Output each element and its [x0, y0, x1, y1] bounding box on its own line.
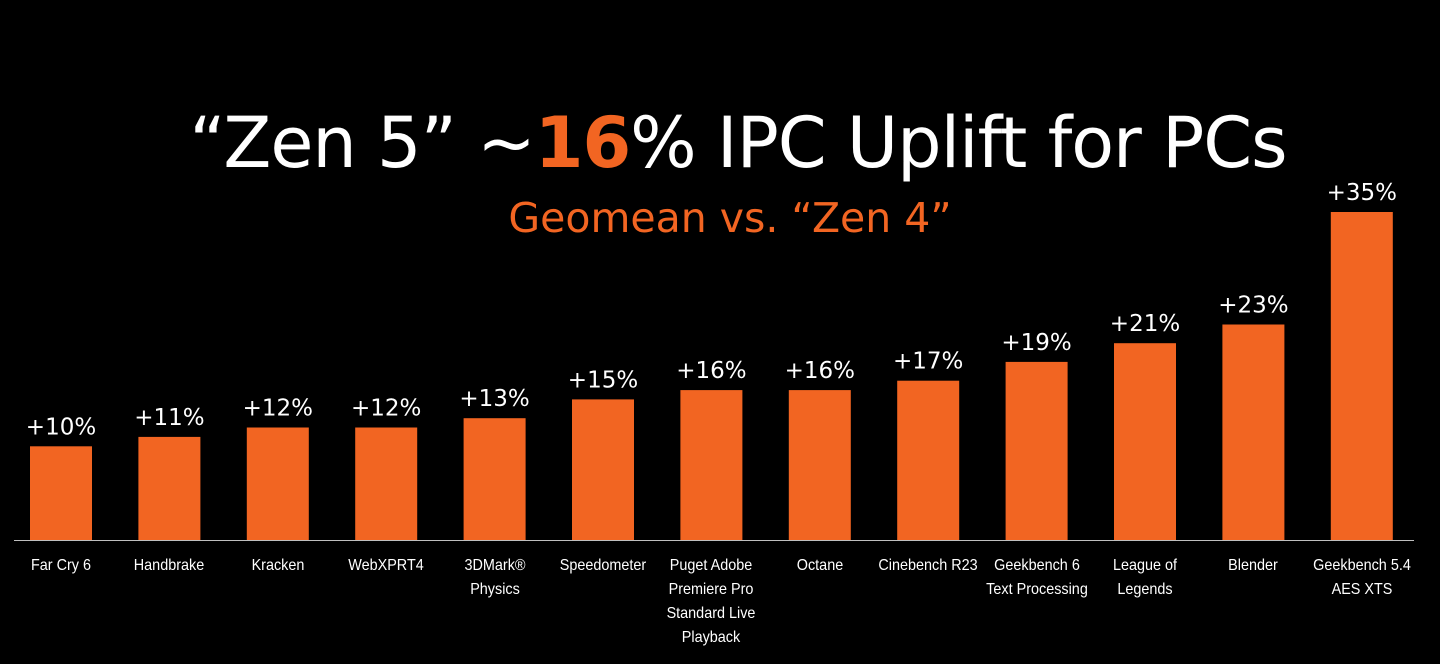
title-suffix: % IPC Uplift for PCs: [630, 102, 1287, 184]
bar: [1222, 324, 1285, 540]
data-label: +12%: [351, 396, 421, 422]
bars-group: [30, 212, 1393, 540]
category-label: Geekbench 5.4 AES XTS: [1312, 557, 1411, 598]
bar: [1005, 361, 1068, 540]
title-accent: 16: [534, 102, 631, 184]
category-label: Octane: [796, 557, 844, 574]
category-label: Kracken: [251, 557, 305, 574]
category-label: Geekbench 6 Text Processing: [985, 557, 1088, 598]
data-label: +13%: [459, 386, 529, 412]
chart-subtitle: Geomean vs. “Zen 4”: [508, 194, 952, 242]
chart-title: “Zen 5” ~16% IPC Uplift for PCs: [0, 98, 1440, 188]
data-label: +16%: [785, 358, 855, 384]
category-label: WebXPRT4: [348, 557, 424, 574]
bar: [680, 390, 743, 540]
category-label: League of Legends: [1112, 557, 1178, 598]
bar: [246, 427, 309, 540]
data-label: +19%: [1001, 330, 1071, 356]
data-label: +21%: [1110, 311, 1180, 337]
data-label: +15%: [568, 367, 638, 393]
category-label: Speedometer: [559, 557, 647, 574]
data-label: +10%: [26, 414, 96, 440]
title-prefix: “Zen 5” ~: [189, 102, 535, 184]
data-label: +35%: [1327, 180, 1397, 206]
category-label: Cinebench R23: [878, 557, 978, 574]
bar: [897, 380, 960, 540]
category-label: Puget Adobe Premiere Pro Standard Live P…: [666, 557, 756, 646]
category-label: Far Cry 6: [30, 557, 91, 574]
data-labels-group: +10% +11% +12% +12% +13% +15% +16% +16% +17% +19%…: [26, 180, 1397, 440]
bar: [1114, 343, 1176, 540]
bar: [30, 446, 92, 540]
bar: [463, 418, 526, 540]
data-label: +16%: [676, 358, 746, 384]
data-label: +17%: [893, 349, 963, 375]
category-label: Blender: [1228, 557, 1279, 574]
bar: [1330, 212, 1393, 540]
bar: [788, 390, 851, 540]
category-label: 3DMark® Physics: [464, 557, 526, 598]
bar: [138, 436, 201, 540]
category-label: Handbrake: [134, 557, 205, 574]
bar: [355, 427, 418, 540]
bar: [572, 399, 634, 540]
data-label: +11%: [134, 405, 204, 431]
data-label: +23%: [1218, 293, 1288, 319]
data-label: +12%: [243, 396, 313, 422]
